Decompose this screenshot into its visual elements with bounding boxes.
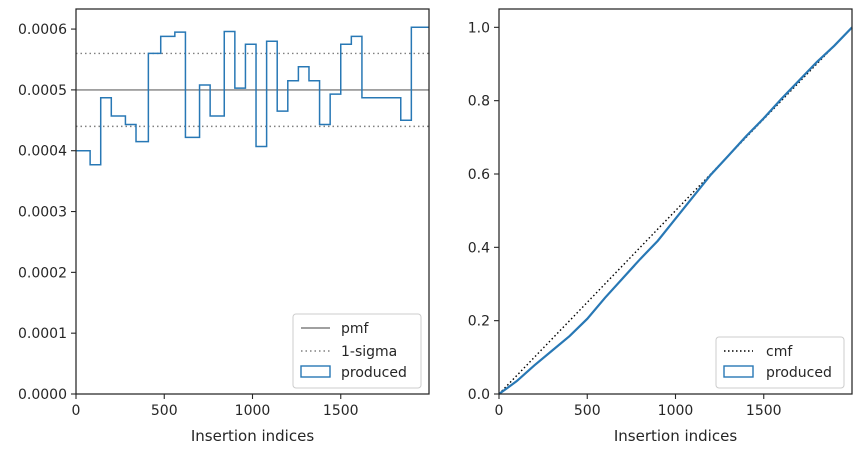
cmf-x-tick-label: 1000	[658, 403, 694, 419]
pmf-y-tick-label: 0.0003	[18, 205, 67, 221]
cmf-x-tick-label: 0	[495, 403, 504, 419]
pmf-y-tick-label: 0.0000	[18, 387, 67, 403]
pmf-x-tick-label: 1000	[235, 403, 271, 419]
pmf-x-ticks: 0 500 1000 1500	[72, 394, 359, 419]
cmf-x-axis-label: Insertion indices	[614, 427, 737, 445]
pmf-x-axis-label: Insertion indices	[191, 427, 314, 445]
legend-pmf-label: pmf	[341, 321, 370, 337]
cmf-axes-frame	[498, 8, 853, 395]
cmf-legend: cmf produced	[715, 336, 845, 389]
pmf-y-tick-label: 0.0006	[18, 22, 67, 38]
legend-produced-label: produced	[341, 365, 407, 381]
legend-produced-label: produced	[766, 365, 832, 381]
pmf-legend-box	[292, 313, 422, 389]
cmf-panel: 0 500 1000 1500 0.0 0.2 0.4 0.6 0.8 1.0 Insertio…	[468, 8, 853, 445]
legend-produced-patch	[300, 365, 331, 378]
cmf-y-tick-label: 1.0	[468, 20, 490, 36]
pmf-y-tick-label: 0.0004	[18, 144, 67, 160]
cmf-y-tick-label: 0.8	[468, 94, 490, 110]
legend-produced-patch	[723, 365, 754, 378]
pmf-x-tick-label: 1500	[323, 403, 359, 419]
pmf-x-tick-label: 500	[151, 403, 178, 419]
cmf-legend-box	[715, 336, 845, 389]
legend-cmf-label: cmf	[766, 344, 793, 360]
cmf-plot-area	[498, 26, 853, 395]
legend-1-sigma-label: 1-sigma	[341, 344, 397, 360]
cmf-x-ticks: 0 500 1000 1500	[495, 394, 782, 419]
pmf-y-ticks: 0.0000 0.0001 0.0002 0.0003 0.0004 0.0005 0.00…	[18, 22, 76, 403]
cmf-y-tick-label: 0.2	[468, 314, 490, 330]
cmf-produced-line	[498, 26, 853, 395]
pmf-panel: 0 500 1000 1500 0.00000.00010.00020.00030.0…	[18, 8, 430, 445]
cmf-cmf-line	[498, 26, 853, 395]
cmf-x-tick-label: 500	[574, 403, 601, 419]
pmf-plot-area	[76, 26, 429, 166]
cmf-y-tick-label: 0.6	[468, 167, 490, 183]
pmf-x-tick-label: 0	[72, 403, 81, 419]
cmf-x-tick-label: 1500	[746, 403, 782, 419]
pmf-legend: pmf 1-sigma produced	[292, 313, 422, 389]
cmf-y-tick-label: 0.4	[468, 240, 490, 256]
pmf-y-tick-label: 0.0001	[18, 326, 67, 342]
pmf-y-tick-label: 0.0005	[18, 83, 67, 99]
cmf-y-ticks: 0.0 0.2 0.4 0.6 0.8 1.0	[468, 20, 499, 403]
pmf-produced-step	[76, 26, 429, 166]
pmf-y-tick-label: 0.0002	[18, 265, 67, 281]
cmf-y-tick-label: 0.0	[468, 387, 490, 403]
